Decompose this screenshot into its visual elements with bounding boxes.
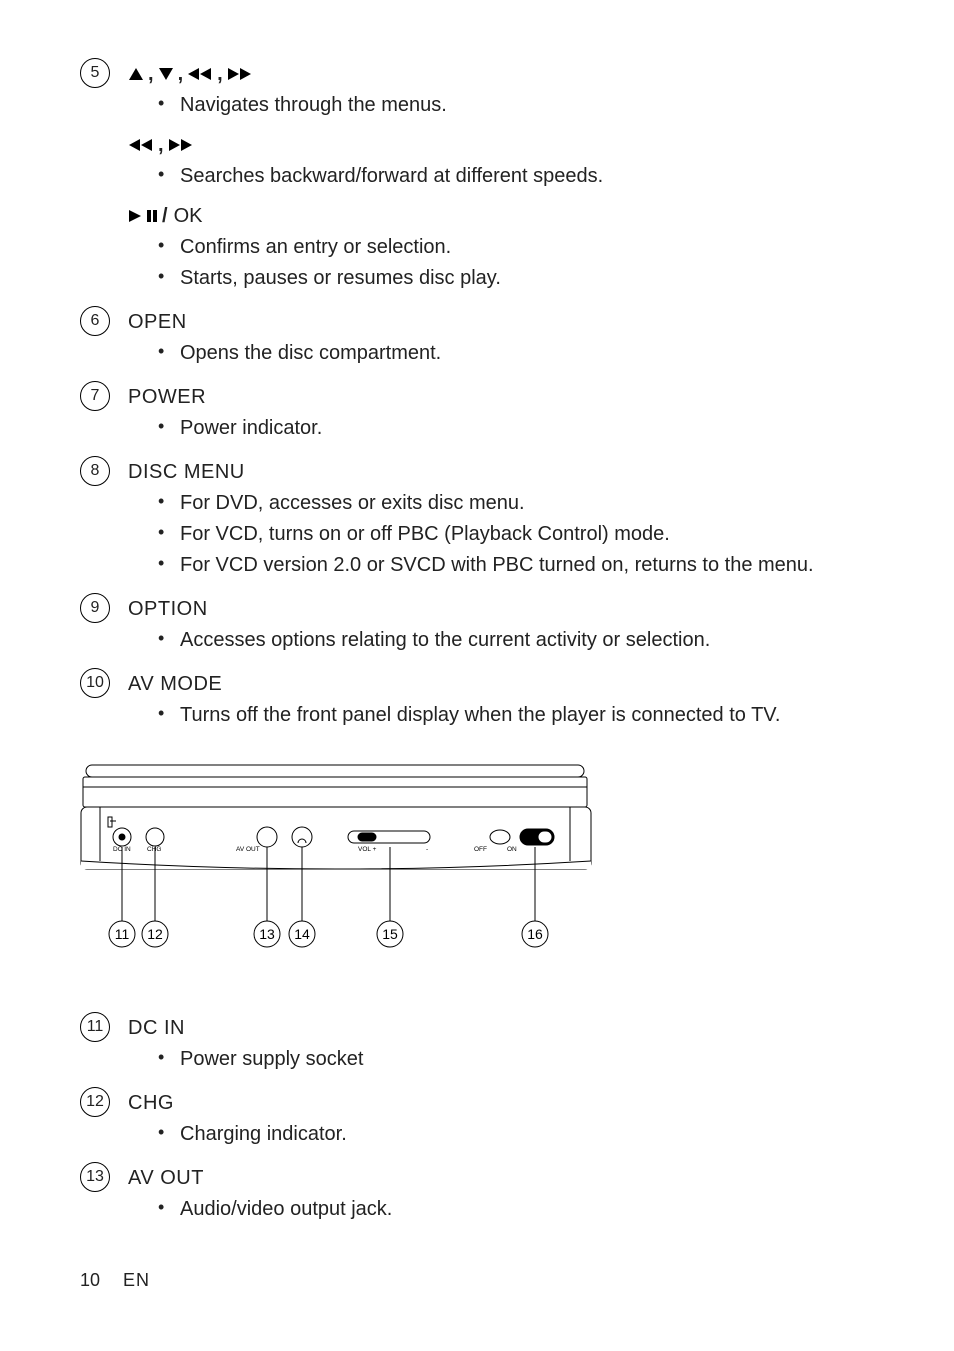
bullet-list: Opens the disc compartment.: [128, 338, 874, 369]
section-heading: AV MODE: [128, 670, 874, 698]
svg-text:AV OUT: AV OUT: [236, 846, 260, 853]
section-12: 12 CHG Charging indicator.: [80, 1089, 874, 1160]
section-body: , , , Navigates through the menus. , Sea…: [128, 60, 874, 304]
section-body: DC IN Power supply socket: [128, 1014, 874, 1085]
bullet-item: For VCD, turns on or off PBC (Playback C…: [180, 519, 874, 550]
svg-text:14: 14: [294, 926, 310, 942]
comma: ,: [158, 131, 164, 159]
svg-text:11: 11: [115, 926, 130, 942]
comma: ,: [148, 60, 154, 88]
section-body: AV OUT Audio/video output jack.: [128, 1164, 874, 1235]
up-triangle-icon: [128, 67, 144, 81]
bullet-list: Power indicator.: [128, 413, 874, 444]
bullet-list: Turns off the front panel display when t…: [128, 700, 874, 731]
comma: ,: [178, 60, 184, 88]
heading-playpause-ok: /OK: [128, 202, 874, 230]
play-icon: [128, 209, 142, 223]
fastforward-icon: [227, 67, 253, 81]
svg-text:15: 15: [382, 926, 398, 942]
language-code: EN: [123, 1270, 150, 1290]
bullet-list: Searches backward/forward at different s…: [128, 161, 874, 192]
svg-text:16: 16: [527, 926, 543, 942]
callout-number: 8: [80, 456, 110, 486]
section-heading: OPEN: [128, 308, 874, 336]
section-body: AV MODE Turns off the front panel displa…: [128, 670, 874, 741]
device-rear-diagram: DC INCHGAV OUTVOL +-OFFON 111213141516: [80, 759, 874, 964]
fastforward-icon: [168, 138, 194, 152]
heading-nav-icons: , , ,: [128, 60, 874, 88]
callout-number: 13: [80, 1162, 110, 1192]
section-heading: POWER: [128, 383, 874, 411]
bullet-item: Confirms an entry or selection.: [180, 232, 874, 263]
svg-text:-: -: [426, 846, 428, 853]
slash: /: [162, 202, 168, 230]
bullet-item: For VCD version 2.0 or SVCD with PBC tur…: [180, 550, 874, 581]
section-11: 11 DC IN Power supply socket: [80, 1014, 874, 1085]
svg-text:ON: ON: [507, 846, 517, 853]
callout-number: 11: [80, 1012, 110, 1042]
bullet-item: Charging indicator.: [180, 1119, 874, 1150]
section-6: 6 OPEN Opens the disc compartment.: [80, 308, 874, 379]
bullet-list: Accesses options relating to the current…: [128, 625, 874, 656]
bullet-item: Power supply socket: [180, 1044, 874, 1075]
callout-number: 10: [80, 668, 110, 698]
bullet-list: For DVD, accesses or exits disc menu. Fo…: [128, 488, 874, 581]
section-13: 13 AV OUT Audio/video output jack.: [80, 1164, 874, 1235]
section-heading: CHG: [128, 1089, 874, 1117]
svg-text:OFF: OFF: [474, 846, 487, 853]
bullet-item: Navigates through the menus.: [180, 90, 874, 121]
rewind-icon: [128, 138, 154, 152]
bullet-item: For DVD, accesses or exits disc menu.: [180, 488, 874, 519]
section-10: 10 AV MODE Turns off the front panel dis…: [80, 670, 874, 741]
heading-rewff-icons: ,: [128, 131, 874, 159]
section-body: POWER Power indicator.: [128, 383, 874, 454]
section-8: 8 DISC MENU For DVD, accesses or exits d…: [80, 458, 874, 591]
bullet-item: Audio/video output jack.: [180, 1194, 874, 1225]
bullet-item: Accesses options relating to the current…: [180, 625, 874, 656]
section-body: DISC MENU For DVD, accesses or exits dis…: [128, 458, 874, 591]
bullet-list: Power supply socket: [128, 1044, 874, 1075]
comma: ,: [217, 60, 223, 88]
section-7: 7 POWER Power indicator.: [80, 383, 874, 454]
section-heading: AV OUT: [128, 1164, 874, 1192]
page-number: 10: [80, 1270, 100, 1290]
callout-number: 6: [80, 306, 110, 336]
bullet-list: Navigates through the menus.: [128, 90, 874, 121]
diagram-svg: DC INCHGAV OUTVOL +-OFFON 111213141516: [80, 759, 600, 959]
section-heading: DC IN: [128, 1014, 874, 1042]
section-5: 5 , , , Navigates through the menus. , S…: [80, 60, 874, 304]
bullet-item: Searches backward/forward at different s…: [180, 161, 874, 192]
bullet-list: Confirms an entry or selection. Starts, …: [128, 232, 874, 294]
svg-text:13: 13: [259, 926, 275, 942]
section-9: 9 OPTION Accesses options relating to th…: [80, 595, 874, 666]
svg-text:12: 12: [147, 926, 163, 942]
svg-text:VOL +: VOL +: [358, 846, 377, 853]
bullet-item: Starts, pauses or resumes disc play.: [180, 263, 874, 294]
bullet-item: Turns off the front panel display when t…: [180, 700, 874, 731]
page-footer: 10 EN: [80, 1270, 150, 1291]
svg-text:CHG: CHG: [147, 846, 161, 853]
section-heading: OPTION: [128, 595, 874, 623]
section-body: CHG Charging indicator.: [128, 1089, 874, 1160]
bullet-item: Opens the disc compartment.: [180, 338, 874, 369]
bullet-list: Charging indicator.: [128, 1119, 874, 1150]
callout-number: 5: [80, 58, 110, 88]
down-triangle-icon: [158, 67, 174, 81]
section-body: OPTION Accesses options relating to the …: [128, 595, 874, 666]
ok-label: OK: [174, 202, 203, 230]
callout-number: 9: [80, 593, 110, 623]
section-body: OPEN Opens the disc compartment.: [128, 308, 874, 379]
rewind-icon: [187, 67, 213, 81]
pause-icon: [146, 209, 158, 223]
bullet-list: Audio/video output jack.: [128, 1194, 874, 1225]
section-heading: DISC MENU: [128, 458, 874, 486]
callout-number: 12: [80, 1087, 110, 1117]
callout-number: 7: [80, 381, 110, 411]
bullet-item: Power indicator.: [180, 413, 874, 444]
